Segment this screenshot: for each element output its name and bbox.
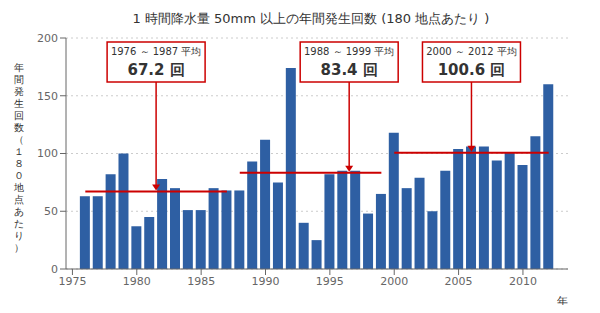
html-text:地: 地	[14, 181, 24, 193]
html-text:回: 回	[14, 109, 24, 121]
html-text:生: 生	[14, 97, 24, 109]
html-text:1 時間降水量 50mm 以上の年間発生回数 (180 地点: 1 時間降水量 50mm 以上の年間発生回数 (180 地点あたり )	[132, 11, 490, 26]
svg-text:100: 100	[37, 147, 58, 160]
html-text:８: ８	[14, 157, 24, 169]
svg-text:1985: 1985	[187, 275, 215, 288]
html-text:数: 数	[14, 121, 24, 133]
svg-text:1990: 1990	[252, 275, 280, 288]
html-text:０: ０	[14, 169, 24, 181]
html-text:点: 点	[14, 193, 24, 205]
html-text:間: 間	[14, 73, 24, 85]
svg-text:150: 150	[37, 90, 58, 103]
svg-text:0: 0	[51, 263, 58, 276]
html-text:あ: あ	[14, 205, 24, 217]
svg-text:100.6 回: 100.6 回	[438, 61, 506, 79]
svg-text:83.4 回: 83.4 回	[321, 61, 378, 79]
html-text:１: １	[14, 145, 24, 157]
svg-text:2005: 2005	[445, 275, 473, 288]
svg-text:200: 200	[37, 32, 58, 45]
svg-text:50: 50	[44, 205, 58, 218]
svg-text:1976 ～ 1987 平均: 1976 ～ 1987 平均	[111, 46, 201, 57]
svg-text:2010: 2010	[509, 275, 537, 288]
svg-text:年: 年	[557, 295, 568, 305]
svg-text:1988 ～ 1999 平均: 1988 ～ 1999 平均	[304, 46, 394, 57]
svg-text:2000: 2000	[380, 275, 408, 288]
html-text:発: 発	[14, 85, 24, 97]
svg-text:1980: 1980	[123, 275, 151, 288]
html-text:年: 年	[14, 61, 24, 73]
svg-text:2000 ～ 2012 平均: 2000 ～ 2012 平均	[426, 46, 516, 57]
html-text:た: た	[14, 217, 24, 229]
svg-text:67.2 回: 67.2 回	[127, 61, 184, 79]
svg-text:1995: 1995	[316, 275, 344, 288]
svg-text:1975: 1975	[58, 275, 86, 288]
html-text:り: り	[14, 229, 24, 241]
